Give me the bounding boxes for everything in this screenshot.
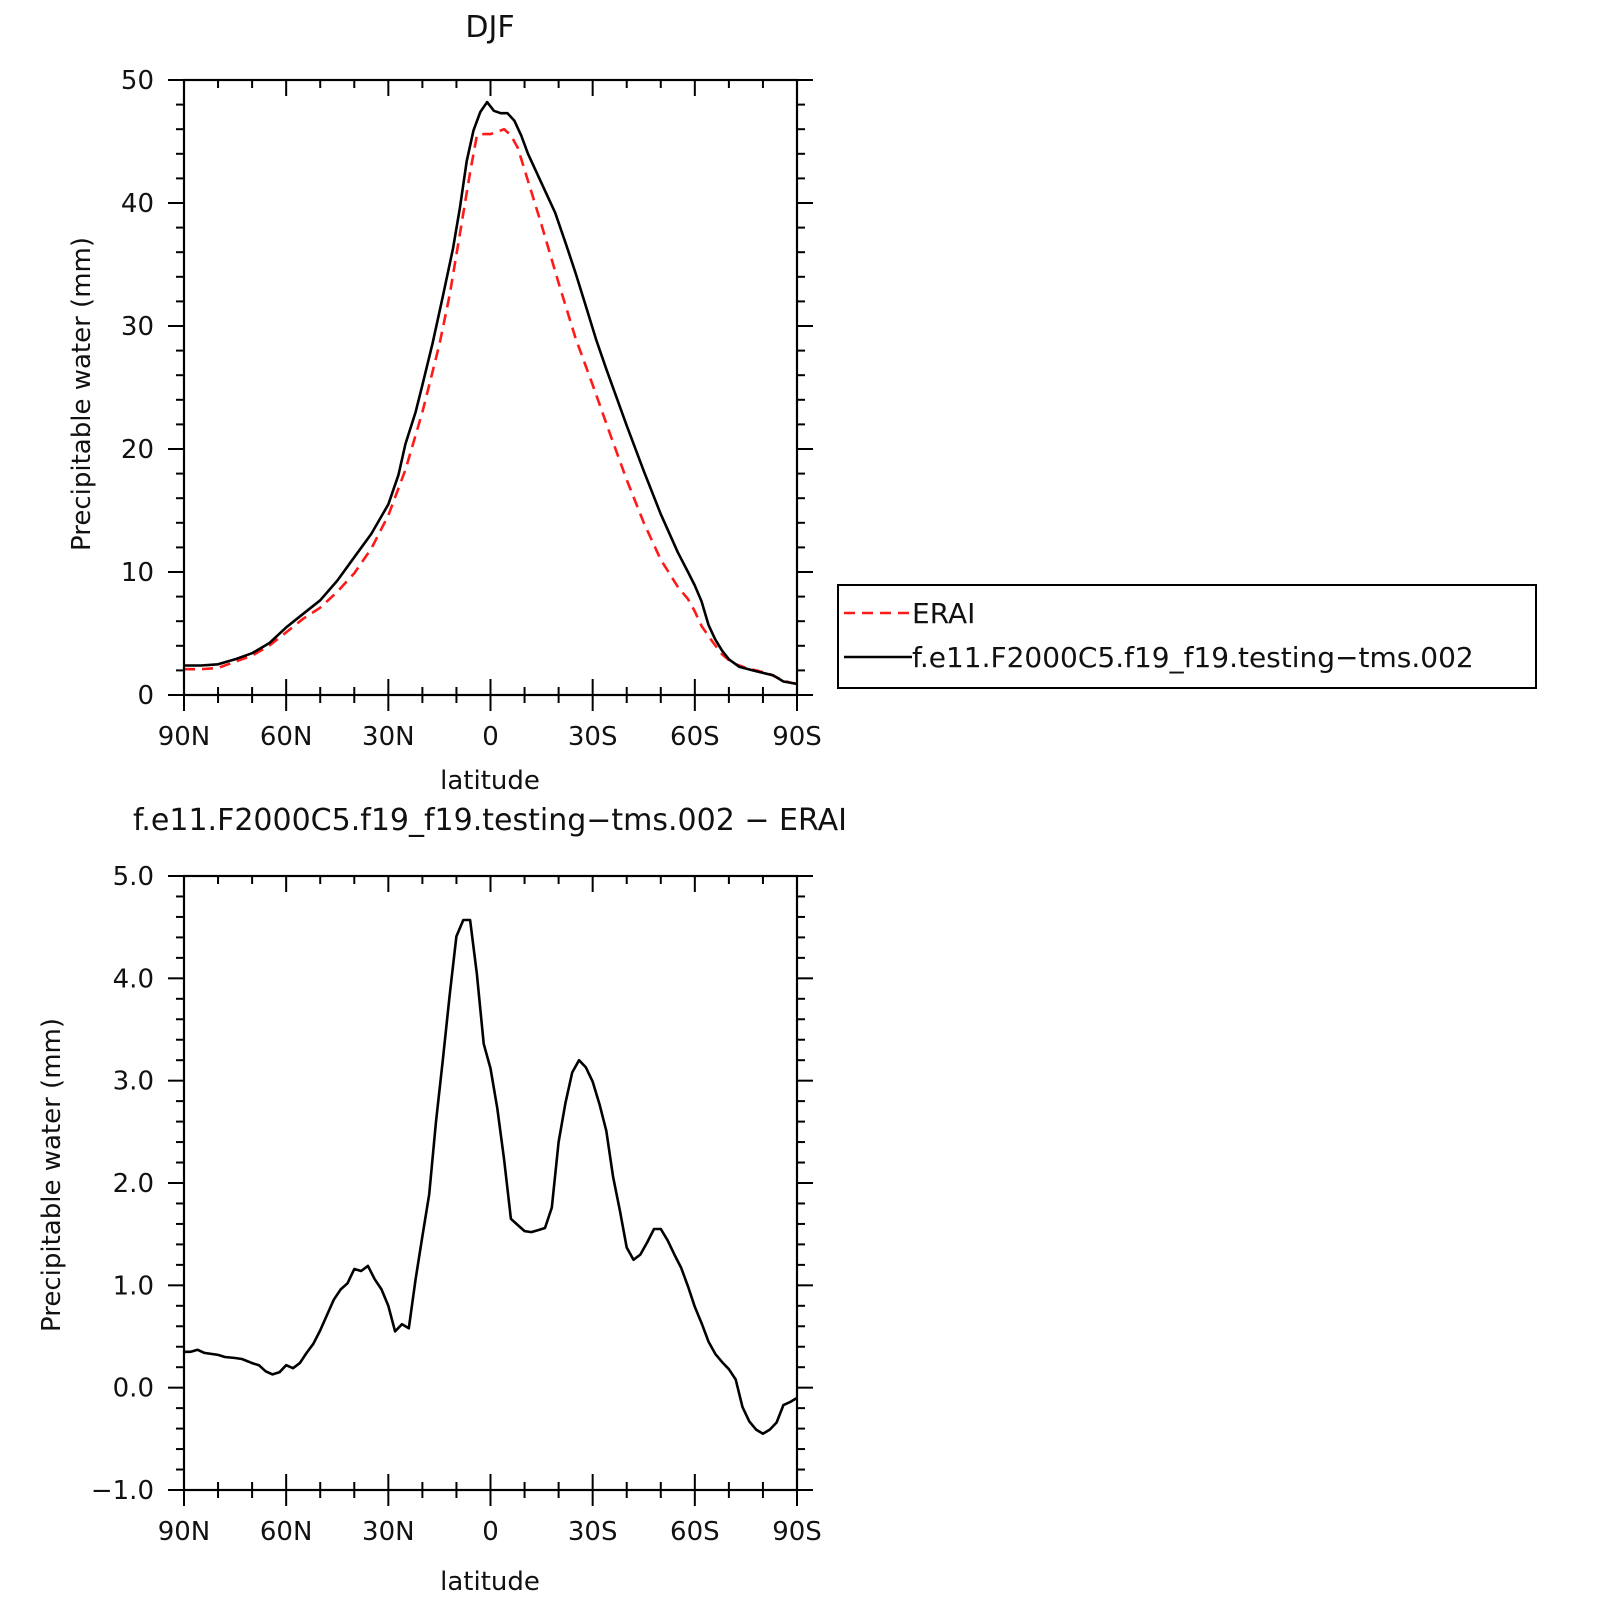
x-tick-label: 0 (482, 722, 499, 752)
y-tick-label: 30 (121, 312, 154, 342)
y-tick-label: 4.0 (113, 964, 154, 994)
y-tick-label: 40 (121, 189, 154, 219)
x-tick-label: 60S (670, 722, 720, 752)
x-tick-label: 0 (482, 1517, 499, 1547)
x-tick-label: 60N (260, 1517, 313, 1547)
chart-title: DJF (465, 10, 514, 45)
x-tick-label: 90N (158, 1517, 211, 1547)
y-tick-label: 3.0 (113, 1067, 154, 1097)
legend-label: f.e11.F2000C5.f19_f19.testing−tms.002 (912, 641, 1474, 674)
x-tick-label: 90N (158, 722, 211, 752)
x-tick-label: 90S (772, 722, 822, 752)
y-tick-label: 10 (121, 558, 154, 588)
x-axis-label: latitude (440, 1567, 540, 1597)
x-tick-label: 60N (260, 722, 313, 752)
plot-frame (182, 874, 799, 1492)
y-tick-label: 0.0 (113, 1374, 154, 1404)
y-tick-label: 1.0 (113, 1271, 154, 1301)
y-tick-label: 5.0 (113, 862, 154, 892)
x-tick-label: 60S (670, 1517, 720, 1547)
chart-djf: DJF latitude Precipitable water (mm) 90N… (67, 10, 1537, 796)
series-line-2 (184, 100, 797, 686)
y-axis-label: Precipitable water (mm) (67, 237, 97, 551)
x-axis-label: latitude (440, 766, 540, 796)
y-tick-label: 2.0 (113, 1169, 154, 1199)
y-tick-label: 0 (137, 681, 154, 711)
x-tick-label: 30S (568, 722, 618, 752)
chart-difference: f.e11.F2000C5.f19_f19.testing−tms.002 − … (37, 803, 847, 1597)
x-tick-label: 30S (568, 1517, 618, 1547)
legend-box (837, 584, 1537, 689)
legend-label: ERAI (912, 597, 975, 630)
y-tick-label: −1.0 (91, 1476, 154, 1506)
plot-frame (182, 78, 799, 697)
x-tick-label: 90S (772, 1517, 822, 1547)
y-axis-label: Precipitable water (mm) (37, 1018, 67, 1332)
series-line-1 (184, 127, 797, 686)
y-tick-label: 50 (121, 66, 154, 96)
legend: ERAI f.e11.F2000C5.f19_f19.testing−tms.00… (837, 584, 1537, 689)
y-tick-label: 20 (121, 435, 154, 465)
chart-title: f.e11.F2000C5.f19_f19.testing−tms.002 − … (133, 803, 847, 838)
series-line-1 (184, 918, 797, 1435)
x-tick-label: 30N (362, 1517, 415, 1547)
x-tick-label: 30N (362, 722, 415, 752)
